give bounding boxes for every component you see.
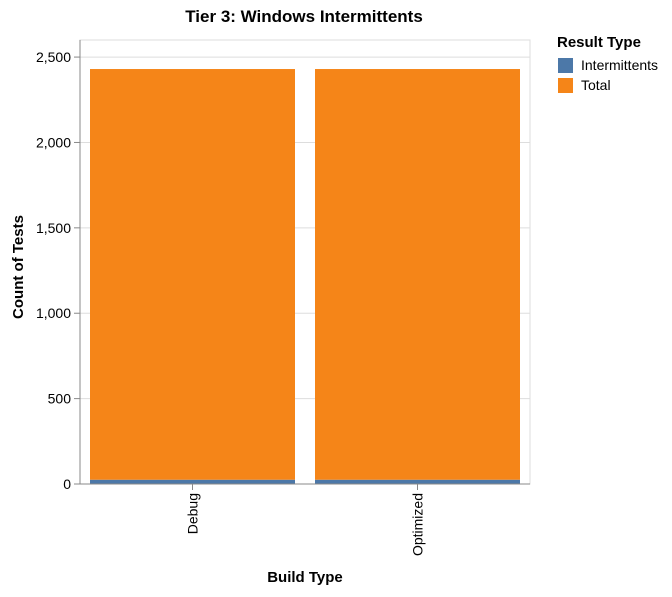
y-tick-label: 1,500 [36, 220, 71, 236]
legend-label-total: Total [581, 77, 611, 93]
tick-labels: 0 500 1,000 1,500 2,000 2,500 Debug Optimized [36, 49, 426, 556]
y-tick-label: 1,000 [36, 305, 71, 321]
legend: Result Type Intermittents Total [557, 34, 658, 93]
y-tick-label: 2,000 [36, 134, 71, 150]
legend-items: Intermittents Total [558, 57, 658, 93]
bar-total-optimized [315, 69, 520, 480]
legend-swatch-total [558, 78, 573, 93]
x-tick-label: Optimized [410, 493, 426, 556]
y-tick-label: 2,500 [36, 49, 71, 65]
bar-total-debug [90, 69, 295, 480]
bar-intermittents-optimized [315, 479, 520, 484]
x-axis-title: Build Type [267, 569, 343, 586]
x-tick-label: Debug [185, 493, 201, 534]
legend-swatch-intermittents [558, 58, 573, 73]
legend-title: Result Type [557, 34, 641, 51]
bar-intermittents-debug [90, 479, 295, 484]
axes [74, 40, 530, 490]
y-tick-label: 0 [63, 476, 71, 492]
y-axis-title: Count of Tests [10, 215, 27, 319]
bars [90, 69, 520, 484]
y-tick-label: 500 [48, 391, 72, 407]
chart-title: Tier 3: Windows Intermittents [185, 7, 423, 26]
legend-label-intermittents: Intermittents [581, 57, 658, 73]
